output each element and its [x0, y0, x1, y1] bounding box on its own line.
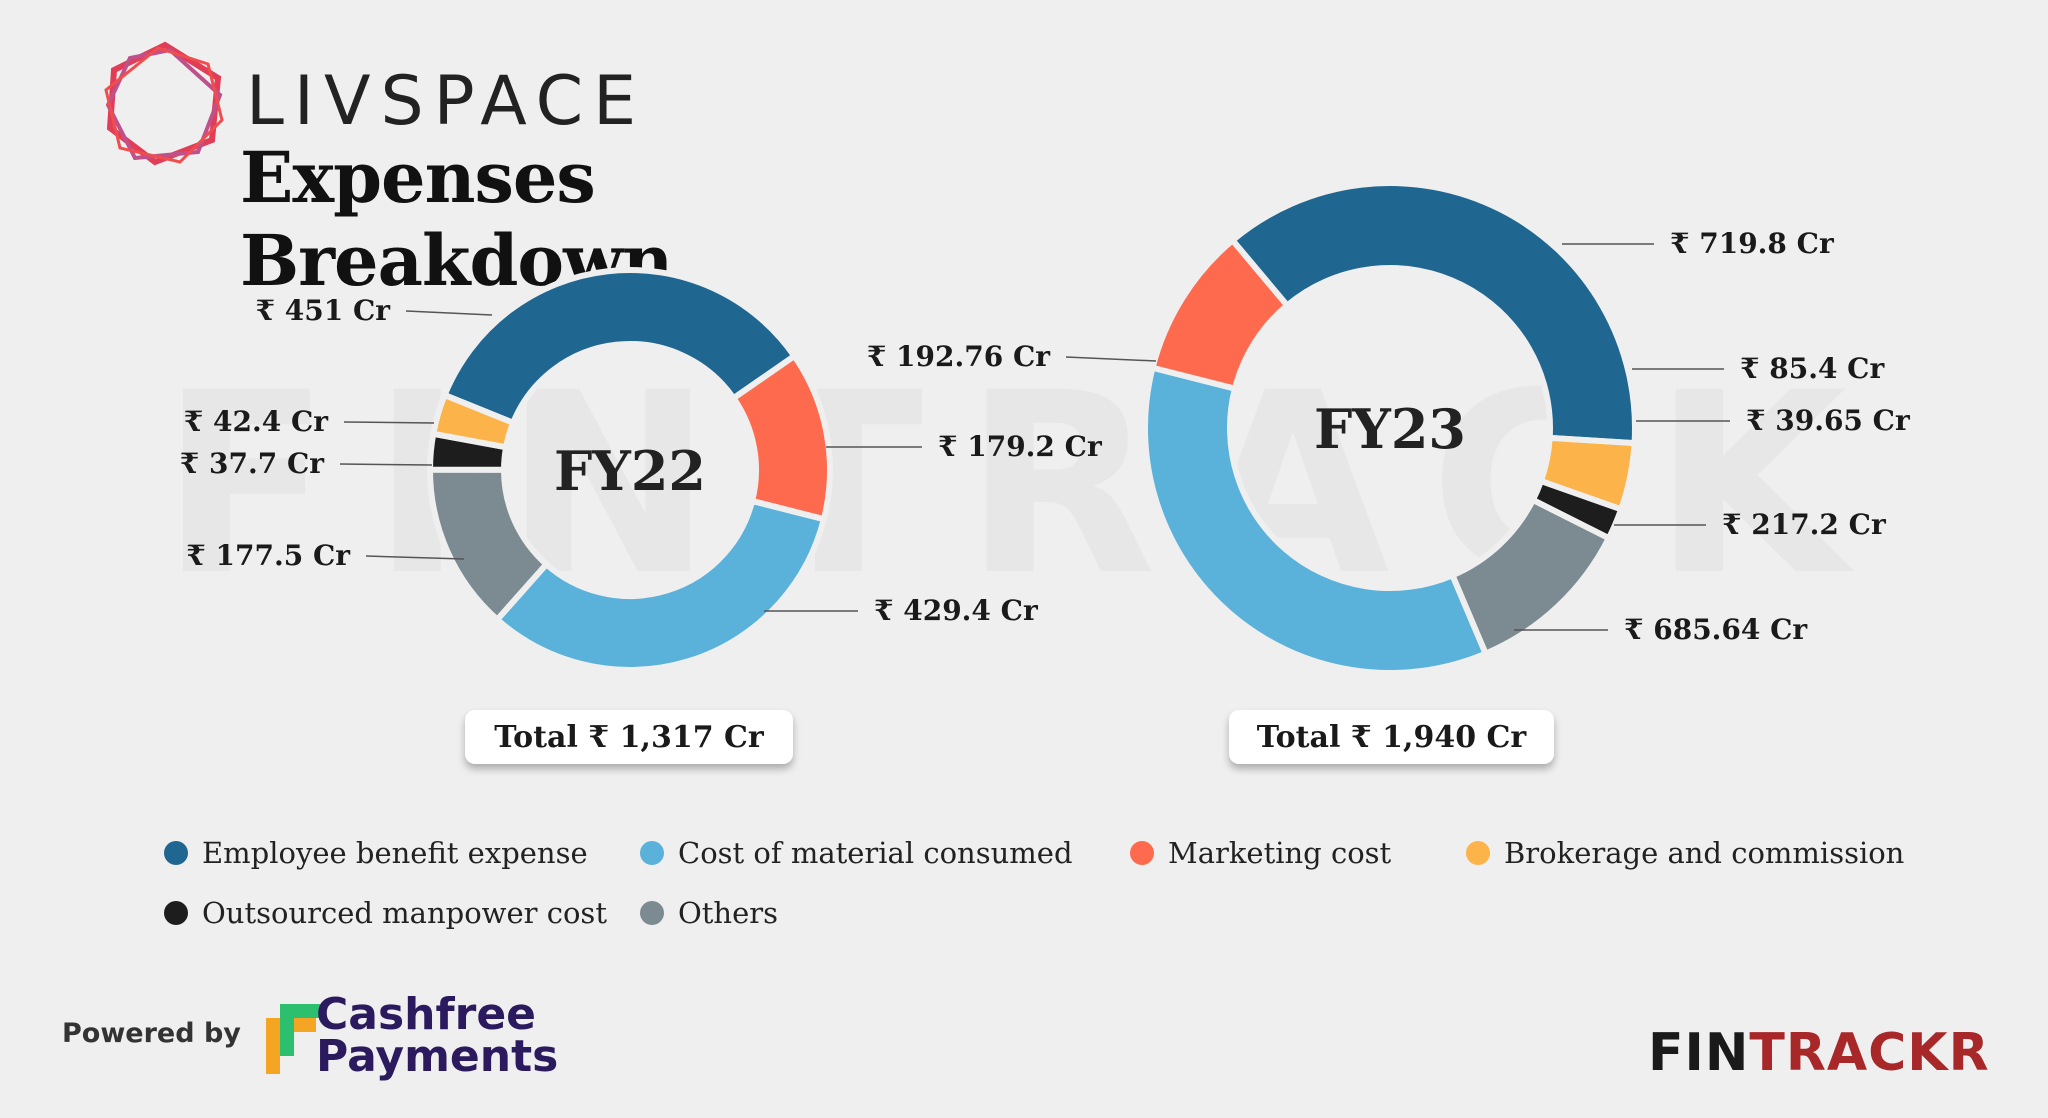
slice-value-label: ₹ 429.4 Cr [874, 594, 1039, 627]
donut-slice [440, 267, 799, 427]
livspace-logo-icon [104, 41, 224, 166]
legend-item-marketing: Marketing cost [1130, 836, 1391, 870]
total-fy22: Total ₹ 1,317 Cr [465, 710, 793, 764]
slice-value-label: ₹ 217.2 Cr [1722, 508, 1887, 541]
slice-value-label: ₹ 179.2 Cr [938, 430, 1103, 463]
donut-slice [1228, 180, 1638, 447]
slice-value-label: ₹ 85.4 Cr [1740, 352, 1885, 385]
donut-center-label: FY23 [1314, 397, 1466, 461]
slice-value-label: ₹ 39.65 Cr [1746, 404, 1911, 437]
legend-item-others: Others [640, 896, 778, 930]
legend-dot-icon [164, 841, 188, 865]
legend-item-employee: Employee benefit expense [164, 836, 588, 870]
legend-label: Others [678, 896, 779, 930]
legend-label: Marketing cost [1168, 836, 1392, 870]
fintrackr-logo: FINTRACKR [1648, 1023, 1990, 1083]
fintrackr-logo-right: TRACKR [1749, 1023, 1990, 1083]
legend-dot-icon [1466, 841, 1490, 865]
legend-dot-icon [164, 901, 188, 925]
leader-line [405, 310, 493, 316]
donut-center-label: FY22 [554, 439, 706, 503]
legend-item-brokerage: Brokerage and commission [1466, 836, 1904, 870]
slice-value-label: ₹ 192.76 Cr [867, 340, 1051, 373]
donut-slice [429, 391, 518, 451]
cashfree-line1: Cashfree [316, 989, 537, 1040]
brand-name: LIVSPACE [246, 62, 647, 141]
legend-dot-icon [1130, 841, 1154, 865]
legend-label: Brokerage and commission [1504, 836, 1905, 870]
leader-line [343, 421, 435, 424]
donut-chart-fy22: ₹ 451 Cr ₹ 179.2 Cr ₹ 429.4 Cr ₹ 177.5 Cr ₹ … [180, 267, 1103, 673]
legend-label: Employee benefit expense [202, 836, 588, 870]
legend-item-outsourced: Outsourced manpower cost [164, 896, 607, 930]
slice-value-label: ₹ 42.4 Cr [184, 405, 329, 438]
slice-value-label: ₹ 177.5 Cr [186, 539, 351, 572]
slice-value-label: ₹ 719.8 Cr [1670, 227, 1835, 260]
legend-label: Outsourced manpower cost [202, 896, 607, 930]
legend-dot-icon [640, 841, 664, 865]
donut-slice [492, 497, 828, 673]
cashfree-logo-icon [266, 1004, 320, 1074]
header: LIVSPACE Expenses Breakdown [100, 40, 1000, 302]
donut-slice [1142, 364, 1490, 676]
donut-chart-fy23: ₹ 719.8 Cr ₹ 85.4 Cr ₹ 39.65 Cr ₹ 217.2 Cr ₹… [867, 180, 1911, 676]
fintrackr-logo-left: FIN [1648, 1023, 1750, 1083]
legend-item-material: Cost of material consumed [640, 836, 1073, 870]
slice-value-label: ₹ 451 Cr [256, 294, 392, 327]
legend: Employee benefit expense Cost of materia… [160, 828, 1920, 948]
slice-value-label: ₹ 37.7 Cr [180, 447, 325, 480]
leader-line [365, 555, 465, 560]
total-fy23: Total ₹ 1,940 Cr [1229, 710, 1554, 764]
slice-value-label: ₹ 685.64 Cr [1624, 613, 1808, 646]
legend-label: Cost of material consumed [678, 836, 1073, 870]
donut-slice [1148, 236, 1292, 393]
leader-line [339, 463, 433, 466]
legend-dot-icon [640, 901, 664, 925]
powered-by-label: Powered by [62, 1018, 241, 1049]
cashfree-line2: Payments [316, 1031, 559, 1082]
leader-line [1065, 356, 1157, 362]
cashfree-wordmark: Cashfree Payments [316, 989, 559, 1082]
